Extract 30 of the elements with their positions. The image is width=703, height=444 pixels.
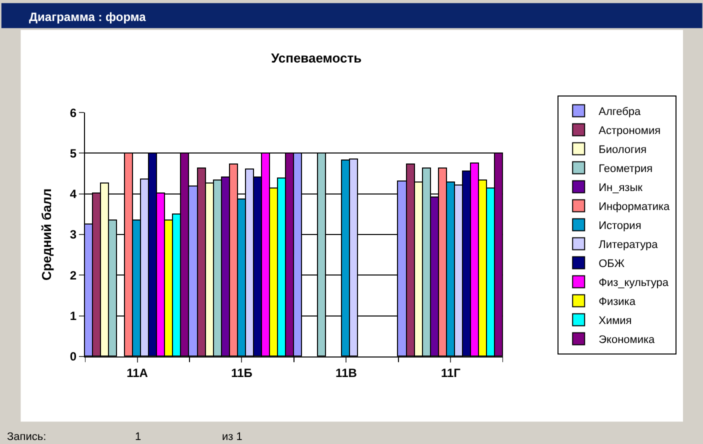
legend-label: ОБЖ xyxy=(598,258,625,270)
y-tick-label: 6 xyxy=(70,106,77,120)
x-tick-label: 11Г xyxy=(440,366,461,380)
legend-label: Ин_язык xyxy=(598,182,643,194)
legend-label: Астрономия xyxy=(598,125,661,138)
legend-label: Физ_культура xyxy=(598,277,670,290)
legend-label: Химия xyxy=(598,315,632,328)
legend-label: Информатика xyxy=(598,201,671,214)
legend-label: Биология xyxy=(598,144,647,156)
y-tick-label: 4 xyxy=(70,187,77,202)
y-tick-label: 0 xyxy=(70,350,77,364)
chart-title: Успеваемость xyxy=(271,50,362,66)
x-tick-label: 11В xyxy=(336,366,358,380)
legend-label: Геометрия xyxy=(598,163,653,176)
legend-label: Физика xyxy=(598,296,636,308)
x-tick-label: 11А xyxy=(126,366,148,380)
y-tick-label: 1 xyxy=(70,308,77,323)
legend-label: История xyxy=(598,220,642,232)
text: 1 xyxy=(135,431,142,443)
text: Запись: xyxy=(7,431,46,443)
y-tick-label: 5 xyxy=(70,146,77,160)
y-axis-title: Средний балл xyxy=(38,188,54,281)
y-tick-label: 3 xyxy=(70,228,77,242)
legend-label: Литература xyxy=(598,239,659,252)
legend-label: Экономика xyxy=(598,334,656,346)
text: из 1 xyxy=(222,431,242,443)
y-tick-label: 2 xyxy=(70,268,77,282)
legend-label: Алгебра xyxy=(598,106,642,118)
x-tick-label: 11Б xyxy=(231,366,253,380)
text: Диаграмма : форма xyxy=(29,10,146,24)
